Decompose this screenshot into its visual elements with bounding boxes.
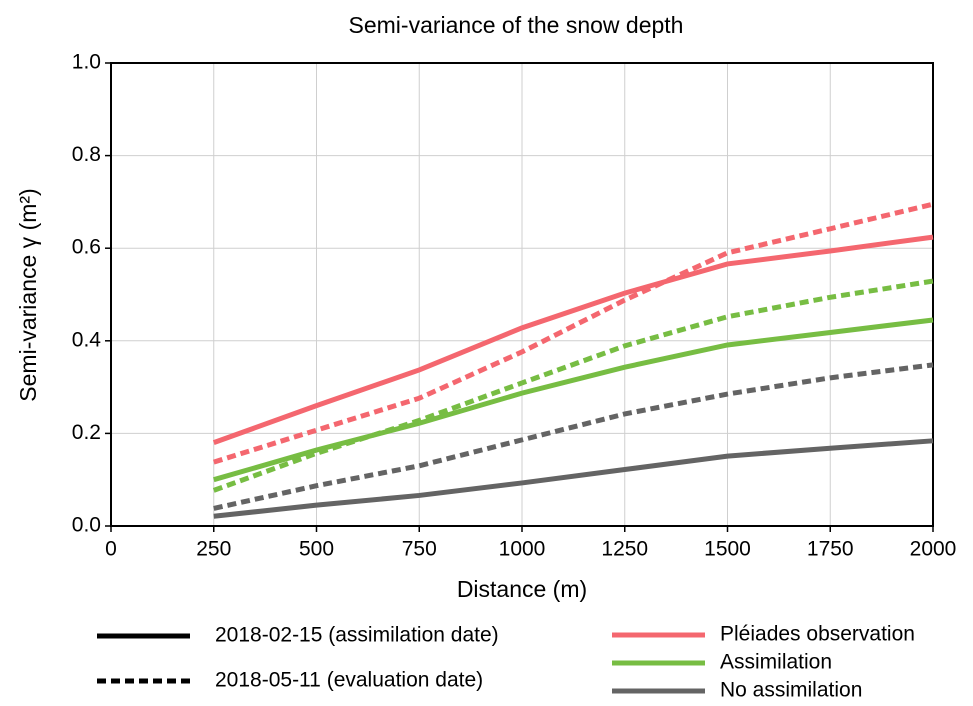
y-axis-label: Semi-variance γ (m²) <box>15 188 41 401</box>
series-line <box>212 278 934 493</box>
x-axis-label: Distance (m) <box>457 576 587 602</box>
y-tick-label: 1.0 <box>72 51 101 74</box>
series-line <box>213 438 934 519</box>
series-line <box>213 317 934 483</box>
series-line <box>213 362 934 511</box>
legend-label: 2018-05-11 (evaluation date) <box>215 669 483 692</box>
x-tick-label: 1250 <box>601 538 648 561</box>
plot-frame <box>110 62 934 527</box>
x-tick-label: 1500 <box>704 538 751 561</box>
series-line <box>212 234 934 446</box>
legend-label: Pléiades observation <box>720 623 915 646</box>
x-tick-label: 250 <box>196 538 231 561</box>
legend-label: Assimilation <box>720 651 832 674</box>
x-tick-label: 500 <box>299 538 334 561</box>
y-tick-label: 0.8 <box>72 143 101 166</box>
x-tick-label: 1000 <box>499 538 546 561</box>
x-tick-label: 750 <box>402 538 437 561</box>
x-tick-label: 1750 <box>807 538 854 561</box>
y-tick-label: 0.2 <box>72 421 101 444</box>
legend-label: 2018-02-15 (assimilation date) <box>215 624 499 647</box>
series-line <box>213 201 934 465</box>
y-tick-label: 0.6 <box>72 236 101 259</box>
legend-label: No assimilation <box>720 679 862 702</box>
y-tick-label: 0.0 <box>72 514 101 537</box>
chart-title: Semi-variance of the snow depth <box>349 12 684 38</box>
x-tick-label: 0 <box>105 538 117 561</box>
x-tick-label: 2000 <box>910 538 957 561</box>
y-tick-label: 0.4 <box>72 328 102 351</box>
